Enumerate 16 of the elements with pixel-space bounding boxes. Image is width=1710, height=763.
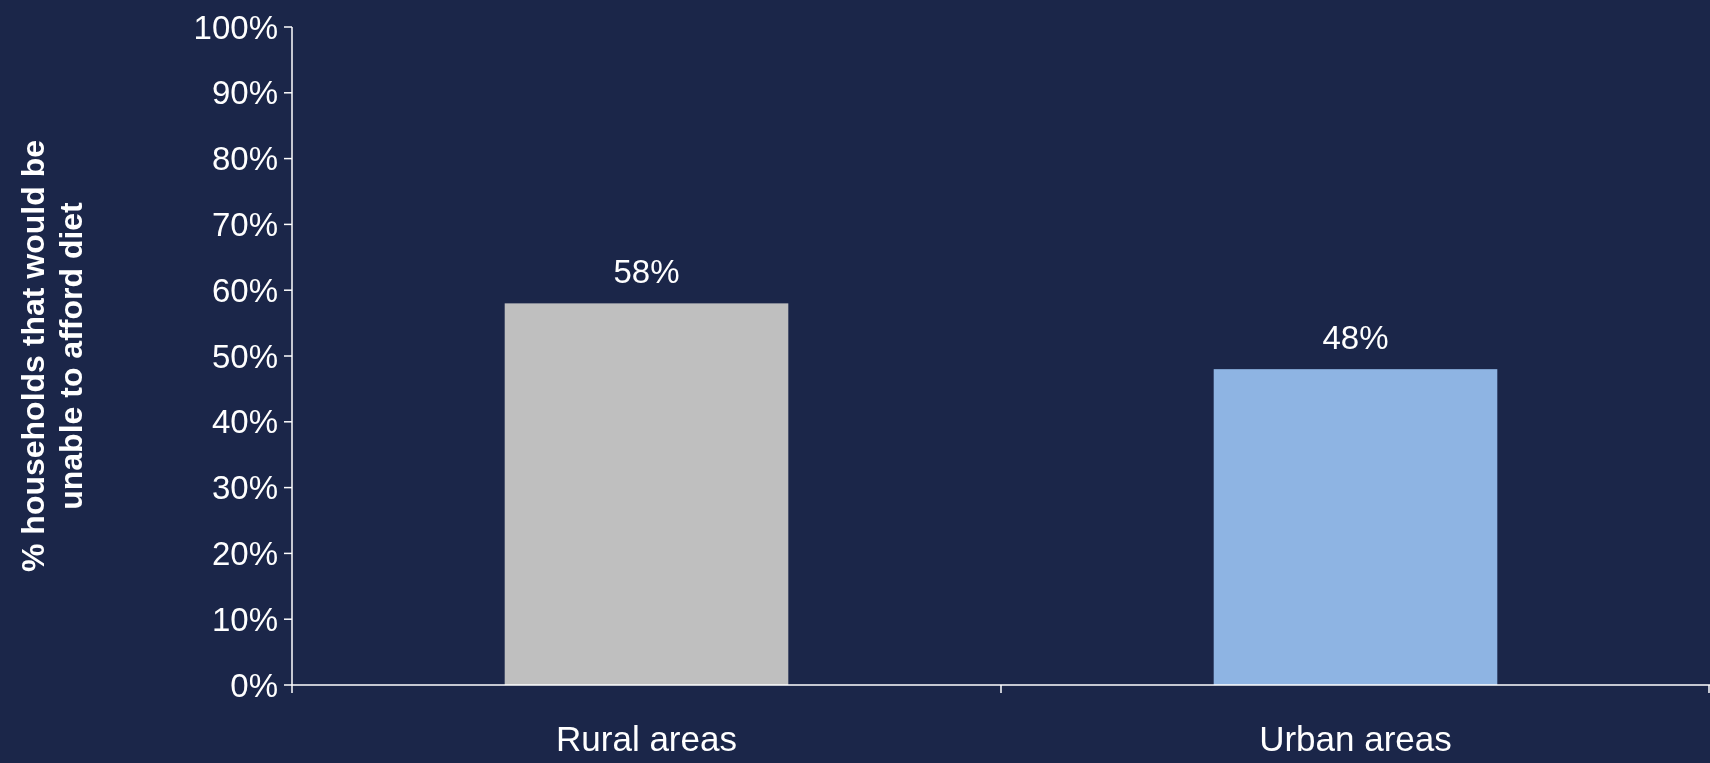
- y-tick-label: 20%: [211, 534, 278, 572]
- y-tick-label: 0%: [230, 666, 278, 704]
- y-tick-label: 30%: [211, 469, 278, 507]
- data-label: 48%: [1322, 319, 1389, 357]
- y-tick-label: 50%: [211, 337, 278, 375]
- y-tick-label: 70%: [211, 205, 278, 243]
- x-tick-label: Urban areas: [1259, 719, 1452, 758]
- y-tick-label: 10%: [211, 600, 278, 638]
- y-tick-label: 40%: [211, 403, 278, 441]
- y-tick-label: 60%: [211, 271, 278, 309]
- y-tick-label: 90%: [211, 74, 278, 112]
- x-tick-label: Rural areas: [556, 719, 737, 758]
- y-tick-label: 100%: [193, 8, 278, 46]
- y-axis-title: % households that would be unable to afford diet: [15, 140, 89, 572]
- y-tick-label: 80%: [211, 140, 278, 178]
- data-label: 58%: [613, 253, 680, 291]
